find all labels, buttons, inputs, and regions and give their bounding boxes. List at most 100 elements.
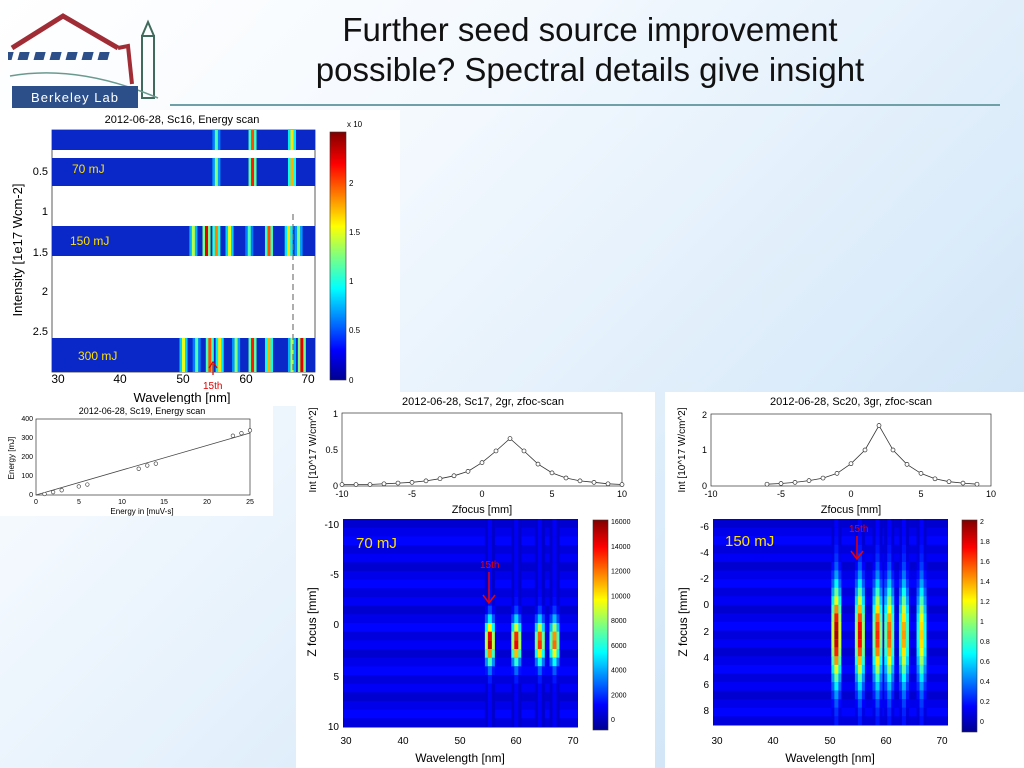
- heatmap-harmonic-line: [552, 718, 557, 728]
- heatmap-harmonic-line: [857, 570, 862, 580]
- zfocus-point: [521, 448, 527, 454]
- heatmap-harmonic-line: [514, 562, 519, 572]
- heatmap-harmonic-line: [857, 527, 862, 537]
- sc20-line-xtick: 10: [986, 489, 996, 499]
- heatmap-harmonic-line: [834, 596, 839, 606]
- sc19-xtick: 25: [246, 499, 254, 506]
- sc17-chart: 2012-06-28, Sc17, 2gr, zfoc-scan 0 0.5 1…: [305, 396, 631, 765]
- sc16-harmonic-line: [214, 226, 218, 256]
- sc19-xticks: 0 5 10 15 20 25: [34, 499, 254, 506]
- zfocus-point: [395, 480, 401, 486]
- heatmap-harmonic-line: [537, 649, 542, 659]
- sc19-point: [239, 431, 244, 436]
- colorbar-tick: 1.4: [980, 579, 990, 586]
- heatmap-harmonic-line: [857, 673, 862, 683]
- sc17-15th-label: 15th: [480, 560, 499, 571]
- sc19-xtick: 20: [203, 499, 211, 506]
- heatmap-harmonic-line: [552, 605, 557, 615]
- heatmap-row: [343, 605, 578, 615]
- heatmap-row: [343, 718, 578, 728]
- sc16-15th-label: 15th: [203, 381, 222, 392]
- heatmap-row: [343, 701, 578, 711]
- sc17-heat-xtick: 30: [340, 736, 352, 747]
- sc16-harmonic-line: [290, 158, 294, 186]
- heatmap-row: [713, 690, 948, 700]
- zfocus-point: [381, 481, 387, 487]
- heatmap-harmonic-line: [901, 707, 906, 717]
- sc19-point: [247, 428, 253, 433]
- heatmap-harmonic-line: [901, 673, 906, 683]
- colorbar-tick: 0.2: [980, 699, 990, 706]
- sc17-line-xtick: 0: [479, 489, 484, 499]
- heatmap-harmonic-line: [834, 630, 839, 640]
- sc16-ytick: 0.5: [33, 166, 48, 178]
- heatmap-harmonic-line: [834, 604, 839, 614]
- heatmap-harmonic-line: [901, 579, 906, 589]
- heatmap-row: [713, 579, 948, 589]
- heatmap-harmonic-line: [875, 699, 880, 709]
- sc20-heat-ytick: 6: [703, 680, 709, 691]
- heatmap-harmonic-line: [537, 709, 542, 719]
- zfocus-point: [876, 423, 882, 428]
- heatmap-harmonic-line: [857, 553, 862, 563]
- heatmap-harmonic-line: [487, 519, 492, 529]
- heatmap-harmonic-line: [834, 613, 839, 623]
- heatmap-harmonic-line: [901, 630, 906, 640]
- heatmap-harmonic-line: [875, 647, 880, 657]
- zfocus-point: [605, 481, 611, 487]
- heatmap-harmonic-line: [857, 664, 862, 674]
- sc17-colorbar: [592, 519, 609, 731]
- heatmap-harmonic-line: [875, 553, 880, 563]
- heatmap-harmonic-line: [514, 519, 519, 529]
- sc17-heat-ytick: 10: [328, 722, 340, 733]
- colorbar-tick: 10000: [611, 593, 631, 600]
- sc16-harmonic-line: [300, 338, 304, 372]
- sc20-heat-xtick: 50: [824, 736, 836, 747]
- sc20-intensity-line: [766, 424, 978, 485]
- sc17-heat-ylabel: Z focus [mm]: [305, 587, 319, 656]
- heatmap-harmonic-line: [875, 622, 880, 632]
- sc16-label-70mj: 70 mJ: [72, 162, 105, 176]
- sc20-heat-xtick: 30: [711, 736, 723, 747]
- heatmap-harmonic-line: [857, 561, 862, 571]
- heatmap-harmonic-line: [487, 718, 492, 728]
- heatmap-harmonic-line: [919, 682, 924, 692]
- heatmap-harmonic-line: [514, 614, 519, 624]
- heatmap-harmonic-line: [552, 640, 557, 650]
- sc16-xtick: 60: [239, 372, 253, 386]
- heatmap-harmonic-line: [919, 561, 924, 571]
- title-line-1: Further seed source improvement: [342, 11, 838, 48]
- sc20-energy-label: 150 mJ: [725, 533, 774, 550]
- colorbar-tick: 1.8: [980, 539, 990, 546]
- heatmap-harmonic-line: [552, 519, 557, 529]
- heatmap-row: [713, 656, 948, 666]
- heatmap-harmonic-line: [552, 571, 557, 581]
- heatmap-harmonic-line: [857, 579, 862, 589]
- heatmap-harmonic-line: [887, 707, 892, 717]
- heatmap-harmonic-line: [487, 579, 492, 589]
- heatmap-row: [343, 579, 578, 589]
- heatmap-harmonic-line: [857, 587, 862, 597]
- sc17-line-xtick: 10: [617, 489, 627, 499]
- sc20-heat-xtick: 60: [880, 736, 892, 747]
- zfocus-point: [507, 436, 513, 441]
- sc16-band-labels: 70 mJ 150 mJ 300 mJ: [70, 162, 117, 363]
- colorbar-tick: 0.6: [980, 659, 990, 666]
- sc16-ylabel: Intensity [1e17 Wcm-2]: [10, 184, 25, 317]
- heatmap-harmonic-line: [919, 673, 924, 683]
- heatmap-harmonic-line: [887, 690, 892, 700]
- sc16-harmonic-line: [290, 130, 294, 150]
- heatmap-harmonic-line: [857, 682, 862, 692]
- heatmap-row: [713, 604, 948, 614]
- sc16-xlabel: Wavelength [nm]: [133, 390, 230, 405]
- heatmap-harmonic-line: [887, 647, 892, 657]
- heatmap-harmonic-line: [919, 656, 924, 666]
- heatmap-harmonic-line: [552, 675, 557, 685]
- zfocus-point: [353, 482, 359, 487]
- sc19-xtick: 0: [34, 499, 38, 506]
- sc16-harmonic-line: [214, 130, 218, 150]
- zfocus-point: [806, 478, 812, 483]
- zfocus-point: [591, 479, 597, 485]
- sc20-line-ytick: 0: [702, 481, 707, 491]
- colorbar-tick: 0.4: [980, 679, 990, 686]
